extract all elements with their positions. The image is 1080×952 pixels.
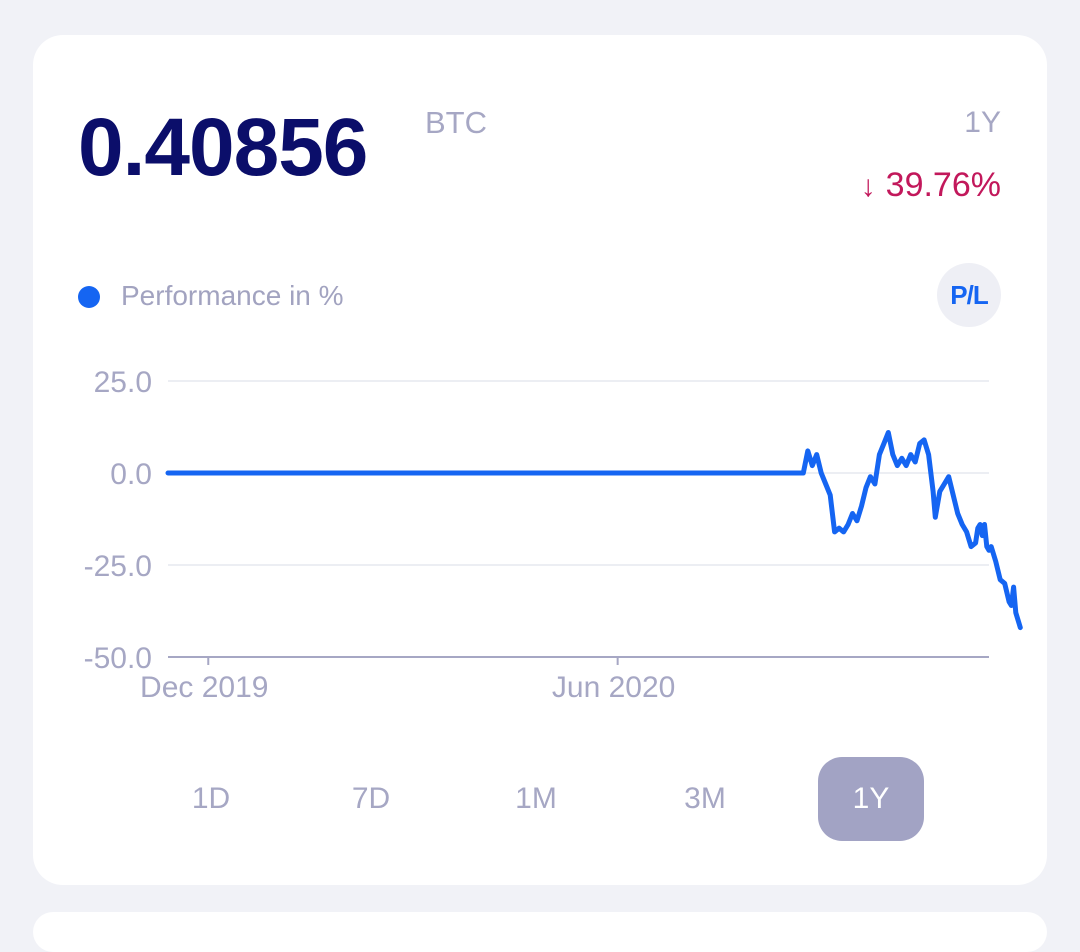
y-tick-label: -25.0 [84,550,152,583]
x-tick-label: Dec 2019 [140,671,268,704]
performance-card: 0.40856 BTC 1Y ↓ 39.76% Performance in % … [33,35,1047,885]
change-indicator: ↓ 39.76% [861,168,1001,202]
performance-series-line [165,430,1023,631]
next-card [33,912,1047,952]
period-label: 1Y [964,106,1001,139]
y-tick-label: 25.0 [94,366,152,399]
chart-series [165,430,1023,631]
legend-dot-icon [78,286,100,308]
tab-1m[interactable]: 1M [515,782,557,815]
tab-1y[interactable]: 1Y [818,757,924,841]
balance-amount: 0.40856 [78,102,368,193]
timeframe-tabs: 1D 7D 1M 3M 1Y [33,757,1047,841]
y-tick-label: 0.0 [110,458,152,491]
tab-7d[interactable]: 7D [351,782,391,815]
tab-1d[interactable]: 1D [191,782,231,815]
legend-label: Performance in % [121,280,344,311]
pl-toggle-button[interactable]: P/L [937,263,1001,327]
change-value: 39.76% [885,166,1001,204]
down-arrow-icon: ↓ [860,170,876,203]
y-tick-label: -50.0 [84,642,152,675]
balance-unit: BTC [425,105,487,140]
x-tick-label: Jun 2020 [552,671,675,704]
tab-3m[interactable]: 3M [684,782,726,815]
